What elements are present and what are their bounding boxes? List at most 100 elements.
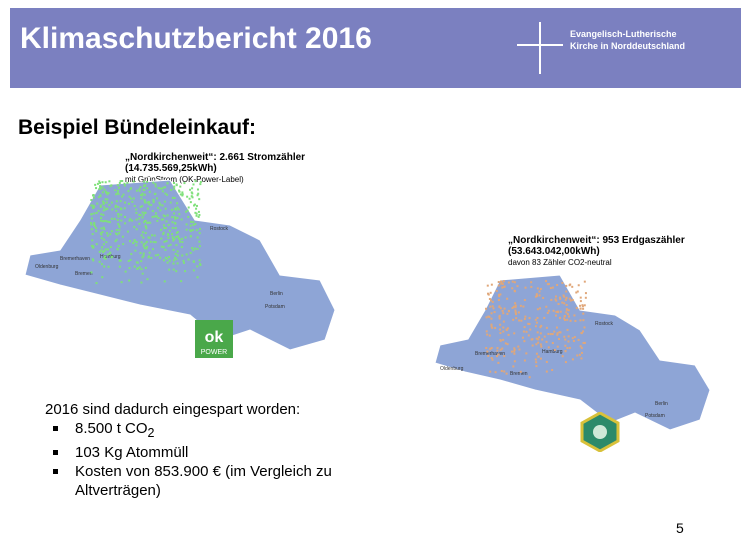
- location-dot: [500, 282, 503, 285]
- location-dot: [197, 210, 200, 213]
- location-dot: [499, 328, 502, 331]
- location-dot: [139, 205, 142, 208]
- savings-item: Kosten von 853.900 € (im Vergleich zu Al…: [53, 462, 405, 500]
- location-dot: [176, 206, 179, 209]
- location-dot: [545, 280, 548, 283]
- city: Oldenburg: [35, 264, 59, 270]
- location-dot: [101, 231, 104, 234]
- location-dot: [523, 359, 526, 362]
- ok-power-logo: ok POWER: [195, 320, 233, 358]
- location-dot: [188, 197, 191, 200]
- location-dot: [523, 299, 526, 302]
- location-dot: [192, 221, 195, 224]
- location-dot: [559, 310, 562, 313]
- location-dot: [531, 344, 534, 347]
- location-dot: [107, 192, 110, 195]
- location-dot: [555, 326, 558, 329]
- location-dot: [102, 213, 105, 216]
- map-gas: Hamburg Bremen Berlin Oldenburg Bremerha…: [434, 275, 711, 431]
- location-dot: [99, 205, 102, 208]
- location-dot: [154, 212, 157, 215]
- location-dot: [141, 211, 144, 214]
- location-dot: [90, 223, 93, 226]
- location-dot: [195, 204, 198, 207]
- location-dot: [144, 242, 147, 245]
- location-dot: [511, 280, 514, 283]
- location-dot: [513, 350, 516, 353]
- location-dot: [488, 334, 491, 337]
- location-dot: [126, 230, 129, 233]
- city: Hamburg: [100, 254, 121, 260]
- location-dot: [498, 293, 501, 296]
- location-dot: [130, 253, 133, 256]
- location-dot: [171, 208, 174, 211]
- location-dot: [153, 215, 156, 218]
- location-dot: [491, 326, 494, 329]
- location-dot: [166, 193, 169, 196]
- location-dot: [179, 193, 182, 196]
- location-dot: [185, 210, 188, 213]
- location-dot: [553, 330, 556, 333]
- location-dot: [143, 211, 146, 214]
- location-dot: [578, 353, 581, 356]
- location-dot: [491, 300, 494, 303]
- location-dot: [173, 212, 176, 215]
- location-dot: [507, 310, 510, 313]
- location-dot: [102, 243, 105, 246]
- location-dot: [499, 307, 502, 310]
- location-dot: [91, 239, 94, 242]
- location-dot: [162, 246, 165, 249]
- location-dot: [163, 200, 166, 203]
- location-dot: [573, 336, 576, 339]
- location-dot: [497, 299, 500, 302]
- location-dot: [129, 258, 132, 261]
- location-dot: [95, 282, 98, 285]
- location-dot: [103, 227, 106, 230]
- location-dot: [524, 286, 527, 289]
- location-dot: [538, 336, 541, 339]
- location-dot: [101, 276, 104, 279]
- location-dot: [165, 240, 168, 243]
- location-dot: [128, 279, 131, 282]
- location-dot: [185, 253, 188, 256]
- location-dot: [141, 216, 144, 219]
- location-dot: [164, 248, 167, 251]
- location-dot: [540, 345, 543, 348]
- location-dot: [176, 235, 179, 238]
- location-dot: [567, 315, 570, 318]
- location-dot: [180, 218, 183, 221]
- location-dot: [118, 259, 121, 262]
- location-dot: [498, 314, 501, 317]
- location-dot: [162, 224, 165, 227]
- location-dot: [502, 338, 505, 341]
- location-dot: [99, 185, 102, 188]
- location-dot: [99, 195, 102, 198]
- location-dot: [145, 225, 148, 228]
- location-dot: [135, 228, 138, 231]
- location-dot: [536, 294, 539, 297]
- location-dot: [547, 332, 550, 335]
- location-dot: [143, 180, 146, 183]
- location-dot: [194, 211, 197, 214]
- location-dot: [175, 258, 178, 261]
- location-dot: [142, 243, 145, 246]
- location-dot: [556, 333, 559, 336]
- location-dot: [110, 230, 113, 233]
- location-dot: [534, 325, 537, 328]
- location-dot: [148, 251, 151, 254]
- location-dot: [575, 307, 578, 310]
- location-dot: [187, 258, 190, 261]
- location-dot: [143, 199, 146, 202]
- city: Bremen: [75, 271, 93, 277]
- location-dot: [189, 224, 192, 227]
- location-dot: [162, 231, 165, 234]
- location-dot: [583, 280, 586, 283]
- location-dot: [115, 200, 118, 203]
- location-dot: [124, 222, 127, 225]
- location-dot: [140, 260, 143, 263]
- location-dot: [144, 184, 147, 187]
- location-dot: [195, 207, 198, 210]
- location-dot: [537, 341, 540, 344]
- location-dot: [92, 246, 95, 249]
- location-dot: [536, 331, 539, 334]
